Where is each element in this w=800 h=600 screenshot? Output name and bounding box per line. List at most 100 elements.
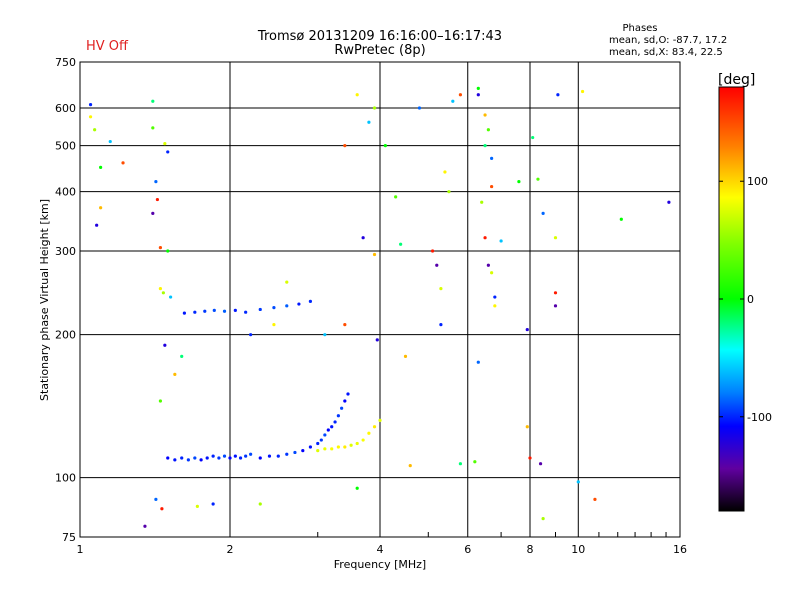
data-point (161, 291, 165, 295)
data-point (326, 428, 330, 432)
data-point (553, 236, 558, 240)
data-point (553, 304, 558, 308)
data-point (490, 156, 494, 161)
data-point (173, 458, 177, 462)
data-point (483, 113, 487, 117)
data-point (536, 177, 540, 181)
data-point (355, 441, 359, 446)
data-point (308, 445, 313, 449)
data-point (88, 103, 93, 107)
x-tick-label: 4 (377, 543, 384, 556)
data-point (195, 504, 199, 508)
data-point (180, 456, 184, 460)
chart-title-line2: RwPretec (8p) (334, 43, 425, 58)
data-point (233, 454, 237, 458)
data-point (158, 399, 163, 403)
data-point (525, 425, 529, 429)
data-point (476, 360, 480, 364)
colorbar-ticks: 100 0 -100 (719, 175, 772, 424)
data-point (538, 462, 543, 466)
data-point (528, 456, 532, 460)
data-point (531, 135, 535, 140)
axis-ticks: 1 2 4 6 8 10 16 75 100 200 300 400 500 600 750 (55, 56, 687, 556)
data-point (166, 150, 170, 154)
data-point (258, 502, 262, 506)
data-point (383, 144, 387, 148)
phase-stats-x: mean, sd,X: 83.4, 22.5 (609, 47, 723, 58)
data-point (211, 502, 215, 506)
data-point (439, 322, 443, 327)
data-point (301, 449, 305, 453)
data-point (199, 458, 203, 462)
y-tick-label: 200 (55, 329, 76, 342)
data-point (619, 217, 623, 221)
data-point (361, 236, 365, 240)
data-point (258, 307, 262, 312)
data-point (258, 456, 262, 460)
y-tick-label: 75 (62, 531, 76, 544)
data-point (458, 93, 463, 97)
data-point (451, 99, 455, 103)
data-point (408, 464, 412, 468)
data-point (155, 197, 160, 202)
data-point (297, 302, 301, 306)
data-point (143, 524, 147, 528)
data-point (244, 310, 248, 314)
chart-title-line1: Tromsø 20131209 16:16:00–16:17:43 (257, 29, 502, 44)
data-point (163, 141, 167, 146)
data-point (499, 239, 503, 243)
data-point (430, 249, 435, 253)
y-tick-label: 300 (55, 245, 76, 258)
y-tick-label: 750 (55, 56, 76, 69)
data-point (525, 327, 529, 332)
data-point (166, 249, 170, 253)
data-point (203, 309, 207, 313)
data-point (346, 392, 350, 396)
data-point (323, 433, 327, 437)
data-point (272, 306, 276, 310)
data-point (493, 304, 497, 308)
data-point (267, 454, 272, 458)
data-point (95, 223, 99, 227)
data-point (205, 456, 209, 460)
data-point (182, 311, 186, 315)
y-axis-label: Stationary phase Virtual Height [km] (38, 199, 51, 401)
x-tick-label: 6 (464, 543, 471, 556)
data-point (323, 447, 327, 451)
data-point (163, 343, 167, 347)
data-point (121, 161, 125, 165)
data-point (435, 263, 439, 267)
y-tick-label: 500 (55, 140, 76, 153)
data-point (285, 304, 289, 308)
data-point (154, 180, 158, 184)
data-point (249, 452, 253, 456)
data-point (667, 200, 671, 204)
data-point (99, 165, 103, 169)
x-tick-label: 10 (571, 543, 585, 556)
data-point (517, 180, 521, 184)
data-point (343, 399, 347, 403)
data-point (244, 454, 248, 458)
data-point (99, 206, 103, 210)
data-point (483, 144, 487, 148)
colorbar-tick-label: -100 (747, 411, 772, 424)
data-point (355, 486, 359, 490)
data-point (473, 460, 477, 464)
data-point (486, 263, 490, 267)
data-point (576, 480, 580, 484)
data-point (443, 170, 447, 174)
data-point (490, 184, 494, 189)
data-point (193, 310, 197, 314)
data-point (151, 126, 155, 130)
data-point (458, 462, 463, 466)
data-point (316, 441, 320, 446)
data-point (493, 295, 497, 299)
data-point (378, 418, 382, 422)
data-point (173, 372, 177, 376)
data-point (293, 450, 297, 455)
data-point (439, 287, 443, 291)
data-point (180, 354, 184, 358)
data-point (476, 93, 480, 97)
data-point (480, 200, 484, 204)
data-point (541, 516, 545, 521)
